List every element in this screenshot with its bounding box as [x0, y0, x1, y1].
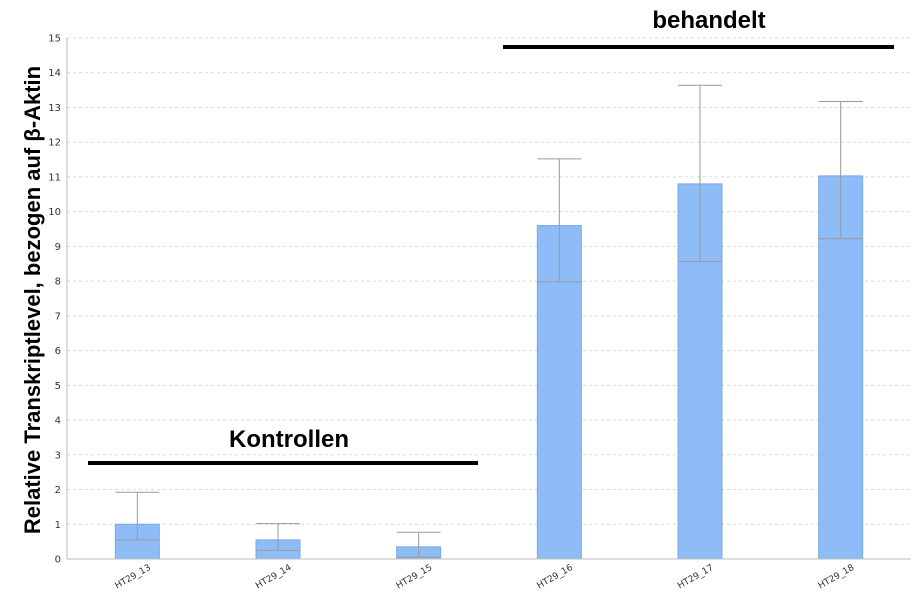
y-tick-label: 0 [55, 555, 61, 566]
y-tick-label: 12 [48, 138, 61, 149]
group-label: Kontrollen [229, 426, 349, 453]
x-axis-ticks: HT29_13 HT29_14 HT29_15 HT29_16 HT29_17 HT29_… [113, 563, 856, 592]
y-tick-label: 15 [48, 34, 61, 45]
x-tick-label: HT29_18 [817, 563, 857, 592]
x-tick-label: HT29_14 [254, 563, 294, 592]
y-tick-label: 7 [55, 311, 61, 322]
y-tick-label: 6 [55, 346, 61, 357]
y-tick-label: 4 [55, 416, 61, 427]
group-label: behandelt [652, 7, 765, 34]
x-tick-label: HT29_13 [113, 563, 152, 591]
x-tick-label: HT29_16 [535, 563, 575, 592]
y-tick-label: 8 [55, 277, 61, 288]
grid-lines [67, 37, 911, 525]
y-tick-label: 1 [55, 520, 61, 531]
bars [114, 175, 864, 560]
y-tick-label: 2 [55, 485, 61, 496]
y-tick-label: 9 [55, 242, 61, 253]
x-tick-label: HT29_15 [395, 563, 434, 591]
y-tick-label: 10 [48, 207, 61, 218]
y-tick-label: 13 [48, 103, 61, 114]
y-axis-label: Relative Transkriptlevel, bezogen auf β-… [20, 66, 45, 534]
x-tick-label: HT29_17 [676, 563, 715, 591]
error-bars [115, 84, 863, 558]
y-tick-label: 14 [48, 68, 61, 79]
y-tick-label: 11 [48, 172, 61, 183]
y-tick-label: 3 [55, 450, 61, 461]
group-annotations: Kontrollen behandelt [88, 7, 894, 465]
y-tick-label: 5 [55, 381, 61, 392]
